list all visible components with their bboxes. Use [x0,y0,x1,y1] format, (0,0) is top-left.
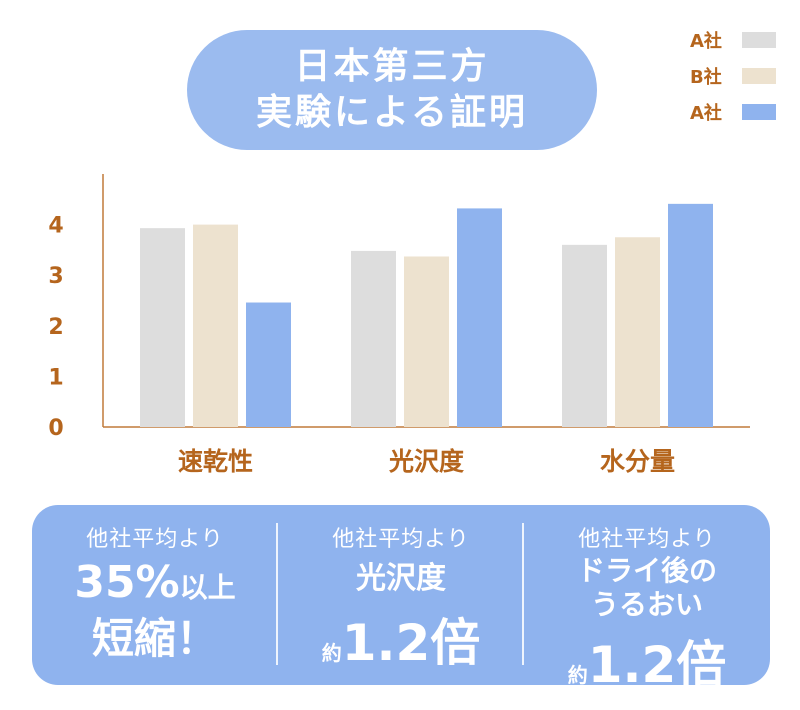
stat-heading: ドライ後の [576,554,717,587]
legend-item: B社 [690,58,776,94]
stat-number: 1.2倍 [341,614,481,672]
stat-moisture: 他社平均より ドライ後の うるおい 約1.2倍 [524,505,770,694]
legend-label: B社 [690,67,722,88]
stat-value: 約1.2倍 [524,625,770,697]
bar [246,302,291,427]
bar [404,256,449,427]
bar [668,203,713,427]
bar [562,244,607,427]
x-tick-label: 光沢度 [388,447,464,476]
legend-label: A社 [690,103,722,124]
bar [351,250,396,427]
chart-legend: A社 B社 A社 [690,22,776,130]
divider [276,523,278,665]
stat-heading: 光沢度 [356,561,446,596]
stat-gloss: 他社平均より 光沢度 約1.2倍 [278,505,524,685]
y-tick-label: 2 [48,315,63,340]
title-line-1: 日本第三方 [294,46,490,87]
stat-value: 約1.2倍 [278,603,524,675]
y-tick-label: 3 [48,264,63,289]
stat-value: 35%以上 [32,557,278,614]
y-tick-label: 1 [48,365,63,390]
legend-item: A社 [690,94,776,130]
stat-caption: 短縮！ [91,614,218,663]
stat-subtitle: 他社平均より [86,527,224,552]
comparison-panel: 他社平均より 35%以上 短縮！ 他社平均より 光沢度 約1.2倍 他社平均より… [32,505,770,694]
stat-heading: うるおい [590,588,703,621]
bar [193,224,238,427]
legend-item: A社 [690,22,776,58]
legend-label: A社 [690,31,722,52]
stat-about: 約 [567,663,588,687]
stat-suffix: 以上 [179,571,236,604]
bar [615,237,660,427]
x-tick-label: 水分量 [600,447,675,476]
stat-about: 約 [321,641,342,665]
bar [140,228,185,427]
title-line-2: 実験による証明 [256,92,528,133]
y-tick-label: 0 [48,416,63,441]
stat-percent: 35% [74,557,180,608]
x-tick-label: 速乾性 [178,447,253,476]
stat-subtitle: 他社平均より [578,527,716,552]
bar-chart: 0 1 2 3 4 速乾性 光沢度 水分量 [48,174,750,476]
stat-drying-speed: 他社平均より 35%以上 短縮！ [32,505,278,685]
stat-number: 1.2倍 [587,636,727,694]
legend-swatch [742,68,776,84]
y-tick-label: 4 [48,214,63,239]
legend-swatch [742,32,776,48]
bar [457,208,502,427]
title-badge: 日本第三方 実験による証明 [187,30,597,150]
legend-swatch [742,104,776,120]
stat-subtitle: 他社平均より [332,527,470,552]
divider [522,523,524,665]
